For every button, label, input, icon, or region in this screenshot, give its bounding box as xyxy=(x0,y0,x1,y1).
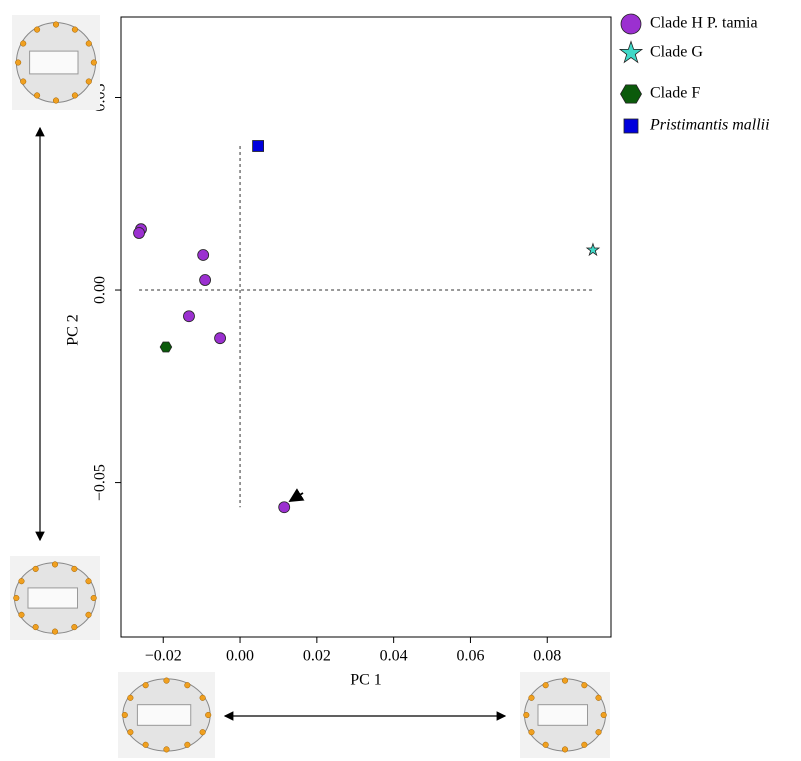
landmark-dot xyxy=(72,27,78,33)
legend-label: Clade G xyxy=(650,44,703,61)
y-axis-label: PC 2 xyxy=(65,314,82,346)
marker-circle xyxy=(279,502,290,513)
landmark-dot xyxy=(562,747,568,753)
skull-image xyxy=(12,15,100,110)
landmark-dot xyxy=(185,742,191,748)
skull-center xyxy=(28,588,78,608)
landmark-dot xyxy=(20,79,26,85)
landmark-dot xyxy=(143,682,149,688)
landmark-dot xyxy=(164,747,170,753)
pointer-arrow xyxy=(290,493,303,501)
landmark-dot xyxy=(33,624,39,630)
landmark-dot xyxy=(33,566,39,572)
landmark-dot xyxy=(91,60,97,66)
skull-image xyxy=(520,672,610,758)
legend-marker xyxy=(621,14,641,34)
landmark-dot xyxy=(72,566,78,572)
skull-image xyxy=(118,672,215,758)
legend-label: Clade H P. tamia xyxy=(650,15,758,32)
landmark-dot xyxy=(562,678,568,684)
y-tick-label: 0.00 xyxy=(92,276,109,304)
landmark-dot xyxy=(34,27,40,33)
landmark-dot xyxy=(86,612,92,618)
landmark-dot xyxy=(601,712,607,718)
landmark-dot xyxy=(205,712,211,718)
landmark-dot xyxy=(52,629,58,635)
landmark-dot xyxy=(20,41,26,47)
landmark-dot xyxy=(529,729,535,735)
landmark-dot xyxy=(128,729,134,735)
landmark-dot xyxy=(13,595,19,601)
skull-center xyxy=(538,705,588,726)
x-tick-label: 0.00 xyxy=(226,648,254,665)
landmark-dot xyxy=(19,612,25,618)
landmark-dot xyxy=(122,712,128,718)
landmark-dot xyxy=(529,695,535,701)
landmark-dot xyxy=(91,595,97,601)
plot-frame xyxy=(121,17,611,637)
marker-star xyxy=(587,244,599,255)
marker-circle xyxy=(215,333,226,344)
skull-center xyxy=(137,705,190,726)
landmark-dot xyxy=(164,678,170,684)
landmark-dot xyxy=(34,93,40,99)
landmark-dot xyxy=(53,98,59,104)
landmark-dot xyxy=(200,695,206,701)
landmark-dot xyxy=(185,682,191,688)
chart: PC 1 PC 2 −0.02 0.00 0.02 0.04 0.06 0.08 −0.05… xyxy=(0,0,801,761)
x-tick-label: 0.02 xyxy=(303,648,331,665)
x-axis-label: PC 1 xyxy=(350,672,382,689)
legend-label: Pristimantis mallii xyxy=(649,117,770,134)
x-tick-label: 0.04 xyxy=(380,648,408,665)
x-tick-label: 0.08 xyxy=(533,648,561,665)
skull-center xyxy=(30,51,78,74)
landmark-dot xyxy=(86,79,92,85)
landmark-dot xyxy=(524,712,530,718)
landmark-dot xyxy=(596,695,602,701)
x-tick-label: −0.02 xyxy=(145,648,182,665)
landmark-dot xyxy=(86,578,92,584)
landmark-dot xyxy=(72,624,78,630)
legend-marker xyxy=(624,119,638,133)
landmark-dot xyxy=(582,682,588,688)
marker-circle xyxy=(200,275,211,286)
landmark-dot xyxy=(15,60,21,66)
landmark-dot xyxy=(543,742,549,748)
landmark-dot xyxy=(143,742,149,748)
landmark-dot xyxy=(86,41,92,47)
landmark-dot xyxy=(53,22,59,28)
landmark-dot xyxy=(596,729,602,735)
landmark-dot xyxy=(582,742,588,748)
landmark-dot xyxy=(543,682,549,688)
marker-circle xyxy=(183,311,194,322)
marker-hexagon xyxy=(160,342,172,352)
landmark-dot xyxy=(128,695,134,701)
skull-image xyxy=(10,556,100,640)
landmark-dot xyxy=(52,562,58,568)
landmark-dot xyxy=(72,93,78,99)
marker-square xyxy=(253,141,264,152)
legend-label: Clade F xyxy=(650,85,700,102)
legend-marker xyxy=(621,85,642,103)
landmark-dot xyxy=(19,578,25,584)
x-tick-label: 0.06 xyxy=(456,648,484,665)
marker-circle xyxy=(198,249,209,260)
legend-marker xyxy=(620,42,642,63)
y-tick-label: −0.05 xyxy=(92,464,109,501)
marker-circle xyxy=(134,228,145,239)
landmark-dot xyxy=(200,729,206,735)
